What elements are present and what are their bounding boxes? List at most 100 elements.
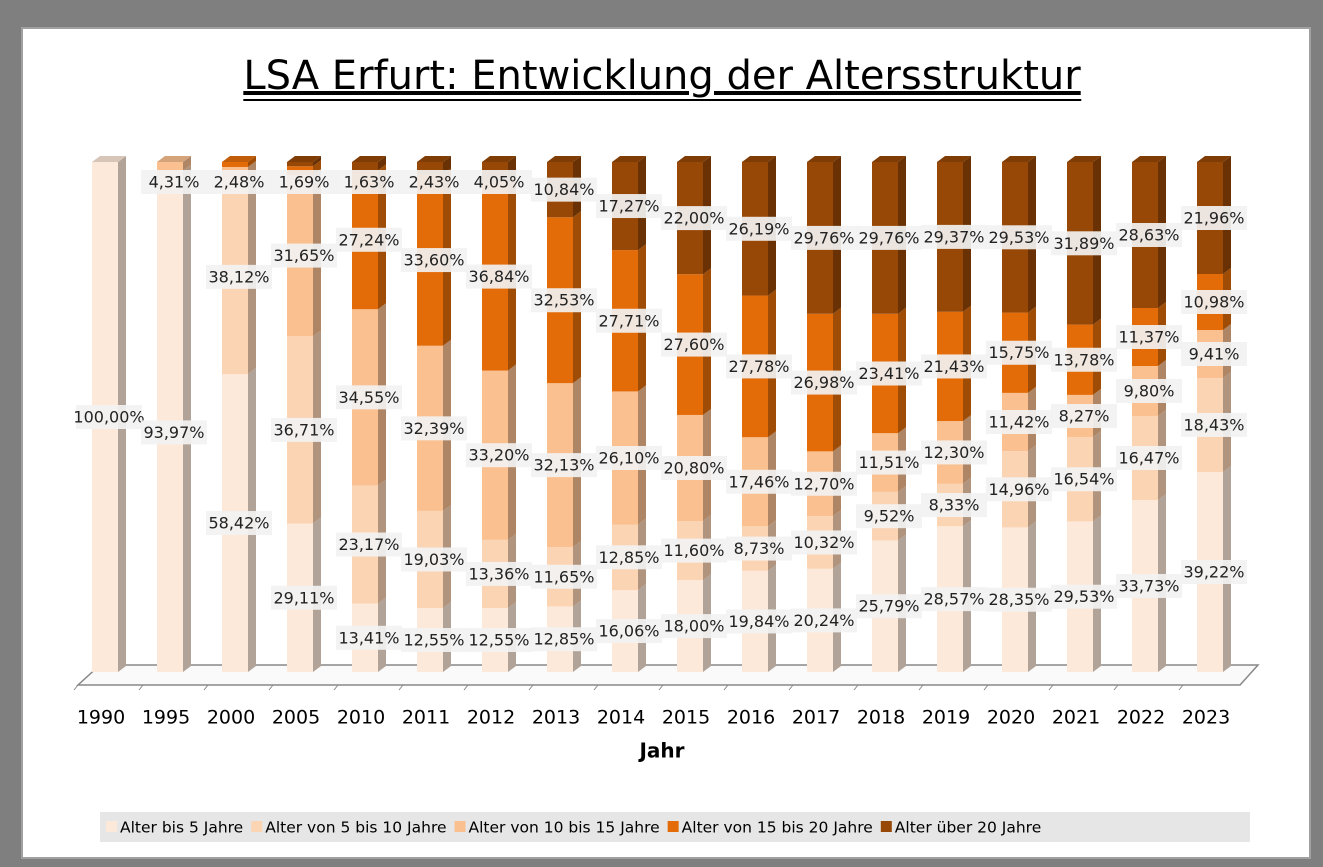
data-label: 26,19% <box>728 219 789 238</box>
x-tick-label: 1995 <box>142 707 190 729</box>
data-label-box <box>986 587 1052 612</box>
bar-segment <box>287 156 321 167</box>
data-label: 2,48% <box>214 173 265 192</box>
x-tick-label: 2012 <box>467 707 515 729</box>
data-label: 16,54% <box>1053 470 1114 489</box>
bar-side <box>378 156 386 171</box>
data-label: 20,24% <box>793 611 854 630</box>
data-label-box <box>141 170 207 194</box>
data-label: 18,43% <box>1183 415 1244 434</box>
legend-label: Alter von 15 bis 20 Jahre <box>682 819 873 837</box>
data-label: 17,27% <box>598 197 659 216</box>
data-label: 11,51% <box>858 453 919 472</box>
bar-top <box>1067 156 1101 162</box>
data-label-box <box>401 627 467 652</box>
data-label-box <box>986 477 1052 502</box>
x-tick-label: 2022 <box>1117 707 1165 729</box>
data-label: 32,39% <box>403 419 464 438</box>
bar-top <box>417 156 451 162</box>
data-label: 33,20% <box>468 446 529 465</box>
data-label-box <box>466 627 532 652</box>
data-label: 28,57% <box>923 590 984 609</box>
data-label: 11,37% <box>1118 328 1179 347</box>
data-label-box <box>1051 467 1117 492</box>
bar-top <box>1197 156 1231 162</box>
data-label-box <box>726 469 792 494</box>
bar-front <box>222 162 248 167</box>
data-label: 25,79% <box>858 597 919 616</box>
bar-top <box>807 156 841 162</box>
x-tick-label: 2010 <box>337 707 385 729</box>
x-tick <box>1048 684 1054 691</box>
legend-swatch <box>251 821 263 832</box>
data-label: 11,42% <box>988 413 1049 432</box>
data-label-box <box>856 225 922 250</box>
x-tick <box>983 684 989 691</box>
data-label: 20,80% <box>663 459 724 478</box>
data-label: 34,55% <box>338 388 399 407</box>
x-tick-label: 2023 <box>1182 707 1230 729</box>
data-label: 21,43% <box>923 357 984 376</box>
data-label-box <box>986 225 1052 250</box>
data-label-box <box>1181 412 1247 437</box>
data-label: 4,31% <box>149 173 200 192</box>
x-tick <box>138 684 144 691</box>
data-label-box <box>921 354 987 379</box>
data-label: 17,46% <box>728 472 789 491</box>
data-label-box <box>1181 341 1247 366</box>
data-label: 4,05% <box>474 173 525 192</box>
x-tick <box>1113 684 1119 691</box>
legend-label: Alter über 20 Jahre <box>895 819 1041 837</box>
data-label-box <box>921 224 987 249</box>
data-label-box <box>1051 347 1117 372</box>
data-label: 27,71% <box>598 311 659 330</box>
data-label: 14,96% <box>988 480 1049 499</box>
bar-top <box>742 156 776 162</box>
data-label-box <box>856 504 922 529</box>
data-label-box <box>596 194 662 219</box>
bar-top <box>1002 156 1036 162</box>
bar-top <box>937 156 971 162</box>
data-label: 23,41% <box>858 364 919 383</box>
data-label: 36,71% <box>273 420 334 439</box>
data-label: 27,24% <box>338 230 399 249</box>
x-tick <box>73 684 79 691</box>
data-label-box <box>661 332 727 357</box>
data-label: 16,47% <box>1118 448 1179 467</box>
bar-top <box>287 156 321 162</box>
data-label-box <box>531 177 597 202</box>
data-label: 8,73% <box>734 539 785 558</box>
data-label: 28,63% <box>1118 226 1179 245</box>
data-label: 29,37% <box>923 227 984 246</box>
bar-top <box>222 156 256 162</box>
bar-side <box>248 156 256 167</box>
x-tick <box>788 684 794 691</box>
data-label: 12,85% <box>533 630 594 649</box>
x-tick-label: 2016 <box>727 707 775 729</box>
x-tick <box>528 684 534 691</box>
data-label-box <box>726 216 792 241</box>
data-label-box <box>791 225 857 250</box>
bar-side <box>313 156 321 167</box>
legend-label: Alter bis 5 Jahre <box>120 819 243 837</box>
data-label: 12,85% <box>598 548 659 567</box>
x-tick-label: 2018 <box>857 707 905 729</box>
bar-top <box>92 156 126 162</box>
bar-top <box>872 156 906 162</box>
data-label-box <box>466 443 532 468</box>
x-tick-label: 2011 <box>402 707 450 729</box>
x-tick-label: 2017 <box>792 707 840 729</box>
data-label-box <box>1051 584 1117 609</box>
data-label-box <box>206 264 272 289</box>
data-label-box <box>531 564 597 589</box>
data-label: 18,00% <box>663 617 724 636</box>
data-label-box <box>661 614 727 639</box>
data-label-box <box>336 532 402 557</box>
data-label-box <box>336 227 402 252</box>
data-label-box <box>466 170 532 194</box>
bar-top <box>547 156 581 162</box>
data-label: 26,10% <box>598 448 659 467</box>
data-label: 1,69% <box>279 173 330 192</box>
data-labels: 100,00%93,97% 4,31% 58,42% 38,12% 2,48% 29,11… <box>73 170 1247 652</box>
data-label-box <box>791 530 857 555</box>
